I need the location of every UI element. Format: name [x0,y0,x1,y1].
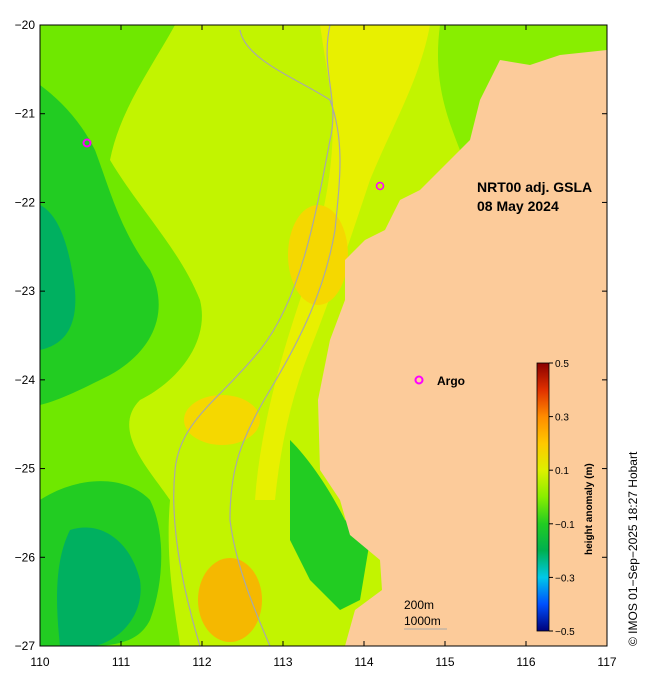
colorbar [536,362,550,632]
anomaly-coastal-low [290,440,370,610]
colorbar-tick-label: 0.1 [555,466,569,477]
anomaly-warm-blob-north [288,205,348,305]
map-field [40,25,607,646]
y-tick-label: −24 [15,373,36,387]
y-axis: −20 −21 −22 −23 −24 −25 −26 −27 [15,18,607,653]
x-tick-label: 113 [273,655,292,669]
colorbar-tick-label: −0.5 [555,627,575,638]
map-title-line1: NRT00 adj. GSLA [477,179,592,195]
argo-float-marker [82,138,92,148]
y-tick-label: −22 [15,195,36,209]
x-tick-label: 117 [597,655,616,669]
anomaly-sw-lowest [57,527,141,646]
x-tick-label: 115 [435,655,454,669]
x-tick-label: 112 [192,655,211,669]
x-tick-label: 114 [354,655,373,669]
x-tick-label: 110 [30,655,49,669]
x-tick-label: 111 [112,655,131,669]
map-frame [39,24,608,647]
colorbar-tick-label: 0.5 [555,359,569,370]
isobath-legend-200m: 200m [404,598,434,612]
anomaly-warm-blob-south [198,558,262,642]
y-tick-label: −23 [15,284,36,298]
x-axis: 110 111 112 113 114 115 116 117 [30,25,617,669]
argo-legend-label: Argo [437,374,465,388]
y-tick-label: −26 [15,550,36,564]
colorbar-tick-label: −0.1 [555,520,575,531]
isobath-legend-1000m: 1000m [404,614,441,628]
anomaly-lowest-region [40,205,76,350]
y-tick-label: −21 [15,107,36,121]
colorbar-tick-label: −0.3 [555,573,575,584]
argo-icon [414,375,424,385]
colorbar-label: height anomaly (m) [584,463,595,555]
isobath-200m [229,29,341,646]
argo-float-marker [375,181,385,191]
map-title-line2: 08 May 2024 [477,198,559,214]
anomaly-warm-blob-mid [184,395,260,445]
isobath-1000m [173,25,334,646]
x-tick-label: 116 [516,655,535,669]
land-mass [318,50,607,646]
y-tick-label: −25 [15,462,36,476]
y-tick-label: −20 [15,18,36,32]
colorbar-tick-label: 0.3 [555,413,569,424]
credit-text: © IMOS 01−Sep−2025 18:27 Hobart [626,451,640,646]
colorbar-ticks: 0.5 0.3 0.1 −0.1 −0.3 −0.5 [549,359,575,638]
y-tick-label: −27 [15,639,36,653]
anomaly-neutral-band [255,25,430,500]
